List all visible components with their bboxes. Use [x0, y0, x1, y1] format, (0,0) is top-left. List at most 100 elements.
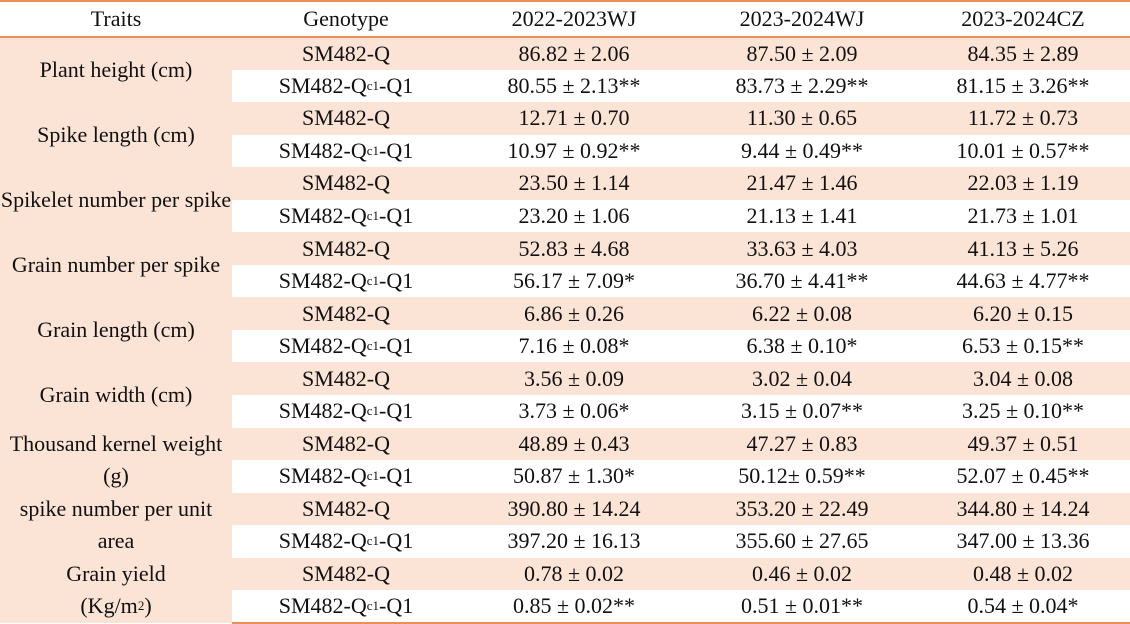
value-cell: 41.13 ± 5.26 — [916, 232, 1130, 265]
genotype-cell: SM482-Qc1-Q1 — [232, 460, 460, 493]
genotype-cell: SM482-Q — [232, 427, 460, 461]
value-cell: 0.46 ± 0.02 — [688, 557, 916, 591]
trait-grain-width: Grain width (cm) — [0, 362, 232, 428]
value-cell: 48.89 ± 0.43 — [460, 427, 688, 461]
value-cell: 36.70 ± 4.41** — [688, 264, 916, 298]
value-cell: 83.73 ± 2.29** — [688, 69, 916, 103]
genotype-cell: SM482-Q — [232, 167, 460, 200]
value-cell: 3.56 ± 0.09 — [460, 362, 688, 396]
value-cell: 11.30 ± 0.65 — [688, 102, 916, 135]
value-cell: 21.13 ± 1.41 — [688, 199, 916, 233]
table-row: SM482-Qc1-Q1 0.85 ± 0.02** 0.51 ± 0.01**… — [0, 590, 1130, 624]
value-cell: 3.73 ± 0.06* — [460, 395, 688, 428]
table-row: Thousand kernel weight (g) SM482-Q 48.89… — [0, 427, 1130, 493]
trait-grain-yield: Grain yield (Kg/m2) — [0, 557, 232, 623]
value-cell: 80.55 ± 2.13** — [460, 69, 688, 103]
header-2023-2024cz: 2023-2024CZ — [916, 0, 1130, 38]
value-cell: 6.38 ± 0.10* — [688, 329, 916, 363]
value-cell: 10.01 ± 0.57** — [916, 134, 1130, 168]
header-2022-2023wj: 2022-2023WJ — [460, 0, 688, 38]
table-row: Grain width (cm) SM482-Q 3.56 ± 0.09 3.0… — [0, 362, 1130, 428]
table-row: Spike length (cm) SM482-Q 12.71 ± 0.70 1… — [0, 102, 1130, 168]
value-cell: 84.35 ± 2.89 — [916, 37, 1130, 70]
genotype-cell: SM482-Qc1-Q1 — [232, 329, 460, 363]
value-cell: 10.97 ± 0.92** — [460, 134, 688, 168]
value-cell: 52.07 ± 0.45** — [916, 460, 1130, 493]
value-cell: 11.72 ± 0.73 — [916, 102, 1130, 135]
value-cell: 390.80 ± 14.24 — [460, 492, 688, 526]
value-cell: 3.25 ± 0.10** — [916, 395, 1130, 428]
header-2023-2024wj: 2023-2024WJ — [688, 0, 916, 38]
table-row: Grain number per spike SM482-Q 52.83 ± 4… — [0, 232, 1130, 298]
table-row: Grain length (cm) SM482-Q 6.86 ± 0.26 6.… — [0, 297, 1130, 363]
table-row: SM482-Qc1-Q1 50.87 ± 1.30* 50.12± 0.59**… — [0, 460, 1130, 493]
value-cell: 6.86 ± 0.26 — [460, 297, 688, 330]
value-cell: 44.63 ± 4.77** — [916, 264, 1130, 298]
table-row: SM482-Qc1-Q1 80.55 ± 2.13** 83.73 ± 2.29… — [0, 69, 1130, 103]
value-cell: 33.63 ± 4.03 — [688, 232, 916, 265]
table-row: SM482-Qc1-Q1 23.20 ± 1.06 21.13 ± 1.41 2… — [0, 199, 1130, 233]
value-cell: 3.15 ± 0.07** — [688, 395, 916, 428]
table-row: SM482-Qc1-Q1 3.73 ± 0.06* 3.15 ± 0.07** … — [0, 395, 1130, 428]
value-cell: 3.02 ± 0.04 — [688, 362, 916, 396]
genotype-cell: SM482-Qc1-Q1 — [232, 199, 460, 233]
genotype-cell: SM482-Qc1-Q1 — [232, 590, 460, 624]
value-cell: 9.44 ± 0.49** — [688, 134, 916, 168]
value-cell: 0.54 ± 0.04* — [916, 590, 1130, 624]
table-row: SM482-Qc1-Q1 56.17 ± 7.09* 36.70 ± 4.41*… — [0, 264, 1130, 298]
header-row: Traits Genotype 2022-2023WJ 2023-2024WJ … — [0, 0, 1130, 38]
value-cell: 355.60 ± 27.65 — [688, 525, 916, 558]
value-cell: 50.87 ± 1.30* — [460, 460, 688, 493]
value-cell: 49.37 ± 0.51 — [916, 427, 1130, 461]
trait-spike-number-per-area: spike number per unit area — [0, 492, 232, 558]
genotype-cell: SM482-Q — [232, 362, 460, 396]
genotype-cell: SM482-Q — [232, 37, 460, 70]
table-row: SM482-Qc1-Q1 397.20 ± 16.13 355.60 ± 27.… — [0, 525, 1130, 558]
trait-plant-height: Plant height (cm) — [0, 37, 232, 103]
value-cell: 0.51 ± 0.01** — [688, 590, 916, 624]
value-cell: 12.71 ± 0.70 — [460, 102, 688, 135]
value-cell: 344.80 ± 14.24 — [916, 492, 1130, 526]
genotype-cell: SM482-Q — [232, 297, 460, 330]
genotype-cell: SM482-Qc1-Q1 — [232, 69, 460, 103]
value-cell: 3.04 ± 0.08 — [916, 362, 1130, 396]
value-cell: 22.03 ± 1.19 — [916, 167, 1130, 200]
value-cell: 47.27 ± 0.83 — [688, 427, 916, 461]
value-cell: 0.85 ± 0.02** — [460, 590, 688, 624]
table-row: spike number per unit area SM482-Q 390.8… — [0, 492, 1130, 558]
trait-thousand-kernel-weight: Thousand kernel weight (g) — [0, 427, 232, 493]
value-cell: 6.53 ± 0.15** — [916, 329, 1130, 363]
table-row: SM482-Qc1-Q1 10.97 ± 0.92** 9.44 ± 0.49*… — [0, 134, 1130, 168]
genotype-cell: SM482-Q — [232, 557, 460, 591]
value-cell: 87.50 ± 2.09 — [688, 37, 916, 70]
value-cell: 81.15 ± 3.26** — [916, 69, 1130, 103]
value-cell: 23.50 ± 1.14 — [460, 167, 688, 200]
value-cell: 7.16 ± 0.08* — [460, 329, 688, 363]
table-row: Spikelet number per spike SM482-Q 23.50 … — [0, 167, 1130, 233]
table-row: SM482-Qc1-Q1 7.16 ± 0.08* 6.38 ± 0.10* 6… — [0, 329, 1130, 363]
trait-spikelet-number: Spikelet number per spike — [0, 167, 232, 233]
table-row: Plant height (cm) SM482-Q 86.82 ± 2.06 8… — [0, 37, 1130, 103]
header-traits: Traits — [0, 0, 232, 38]
value-cell: 0.78 ± 0.02 — [460, 557, 688, 591]
genotype-cell: SM482-Qc1-Q1 — [232, 525, 460, 558]
value-cell: 353.20 ± 22.49 — [688, 492, 916, 526]
value-cell: 56.17 ± 7.09* — [460, 264, 688, 298]
trait-spike-length: Spike length (cm) — [0, 102, 232, 168]
value-cell: 50.12± 0.59** — [688, 460, 916, 493]
genotype-cell: SM482-Q — [232, 102, 460, 135]
header-genotype: Genotype — [232, 0, 460, 38]
value-cell: 397.20 ± 16.13 — [460, 525, 688, 558]
trait-grain-number: Grain number per spike — [0, 232, 232, 298]
value-cell: 21.47 ± 1.46 — [688, 167, 916, 200]
genotype-cell: SM482-Qc1-Q1 — [232, 134, 460, 168]
value-cell: 6.22 ± 0.08 — [688, 297, 916, 330]
value-cell: 23.20 ± 1.06 — [460, 199, 688, 233]
value-cell: 0.48 ± 0.02 — [916, 557, 1130, 591]
value-cell: 21.73 ± 1.01 — [916, 199, 1130, 233]
genotype-cell: SM482-Q — [232, 232, 460, 265]
value-cell: 6.20 ± 0.15 — [916, 297, 1130, 330]
table-row: Grain yield (Kg/m2) SM482-Q 0.78 ± 0.02 0… — [0, 557, 1130, 623]
